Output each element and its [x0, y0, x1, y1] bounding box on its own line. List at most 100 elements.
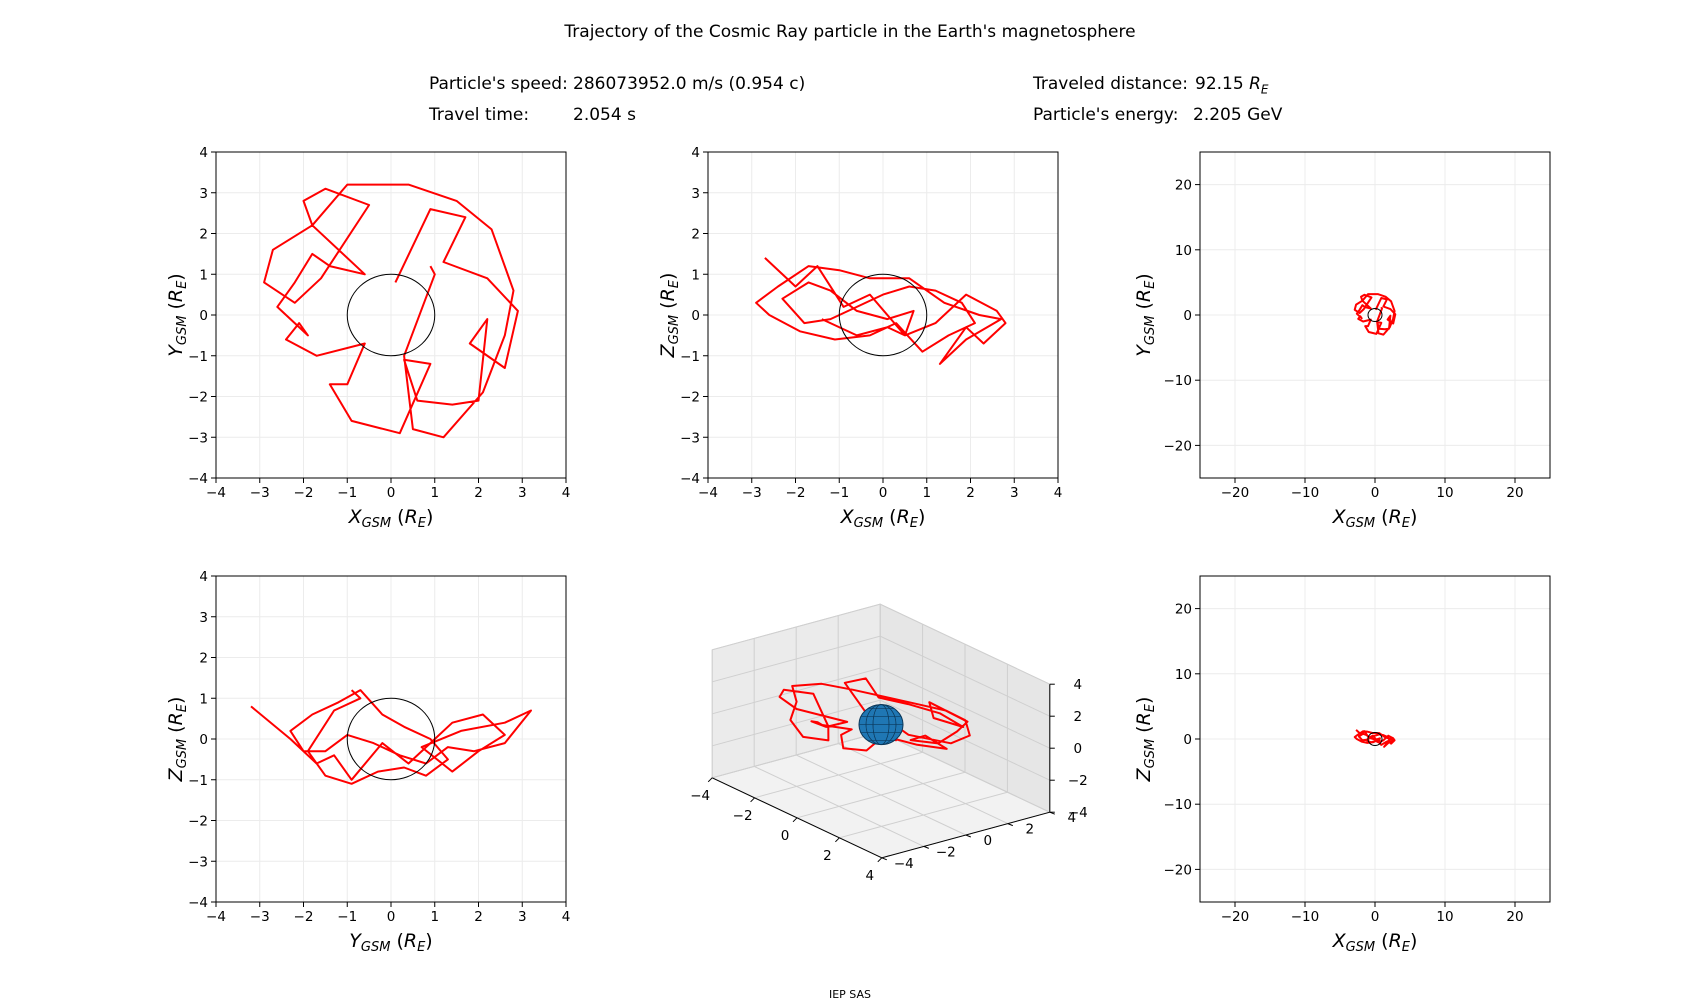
y-axis-label: YGSM (RE)	[165, 273, 190, 356]
distance-label: Traveled distance:	[1033, 74, 1188, 94]
x-tick-label: −10	[1291, 909, 1320, 925]
y-tick-label: 3	[199, 186, 208, 202]
x-axis-label-unit-sub: E	[1402, 516, 1411, 531]
y-tick-label: 4	[199, 145, 208, 161]
x-axis-label-var: X	[1332, 506, 1347, 528]
x3d-tick-label: 4	[866, 868, 875, 884]
trajectory-line	[755, 257, 1007, 365]
trajectory-line	[263, 183, 519, 439]
x-tick-label: 4	[562, 909, 571, 925]
x-tick-label: −10	[1291, 485, 1320, 501]
distance-value: 92.15	[1195, 74, 1244, 94]
x-axis-label-paren-close: )	[1410, 506, 1417, 528]
y-axis-label-unit: R	[657, 288, 679, 301]
y-tick-label: −3	[188, 430, 208, 446]
y3d-tick-mark	[881, 857, 887, 861]
z3d-tick-label: −4	[1068, 805, 1088, 821]
x-axis-label-var: X	[1332, 930, 1347, 952]
x3d-tick-mark	[792, 817, 798, 823]
y-tick-label: −4	[188, 895, 208, 911]
earth-circle	[1367, 307, 1383, 323]
y-axis-label-var: Z	[657, 343, 679, 358]
y3d-tick-mark	[965, 834, 971, 838]
x-tick-label: 3	[518, 909, 527, 925]
y-axis-label-var: Y	[165, 344, 187, 357]
y-axis-label: YGSM (RE)	[1133, 273, 1158, 356]
x-axis-label-unit: R	[1389, 506, 1402, 528]
x-axis-label-var-sub: GSM	[361, 940, 391, 955]
energy-value: 2.205 GeV	[1193, 105, 1283, 125]
x-tick-label: −3	[250, 909, 270, 925]
y-tick-label: −20	[1164, 438, 1193, 454]
speed-value: 286073952.0 m/s (0.954 c)	[573, 74, 806, 94]
x-tick-label: 20	[1506, 909, 1523, 925]
x-axis-label-unit: R	[404, 930, 417, 952]
x-axis-label-paren-open: (	[390, 930, 403, 952]
y3d-tick-label: −4	[894, 856, 914, 872]
y-axis-label-unit-sub: E	[667, 279, 682, 288]
y-axis-label-var: Z	[1133, 767, 1155, 782]
y3d-tick-mark	[923, 845, 929, 849]
y-tick-label: 1	[691, 267, 700, 283]
y-tick-label: −1	[680, 349, 700, 365]
x-tick-label: 2	[966, 485, 975, 501]
x-tick-label: −3	[250, 485, 270, 501]
y-tick-label: 10	[1175, 667, 1192, 683]
earth-circle	[346, 273, 436, 357]
x-axis-label-paren-close: )	[426, 506, 433, 528]
grid-line-z3d	[712, 699, 1051, 781]
grid-line-z3d	[712, 667, 1051, 749]
x-axis-label: XGSM (RE)	[1332, 930, 1418, 955]
x-tick-label: 1	[922, 485, 931, 501]
y-axis-label-paren-close: )	[1133, 273, 1155, 280]
x-axis-label-var-sub: GSM	[854, 516, 884, 531]
y-tick-label: −3	[188, 854, 208, 870]
y-axis-label-var: Y	[1133, 344, 1155, 357]
x-tick-label: −4	[698, 485, 718, 501]
y3d-tick-mark	[1007, 823, 1013, 827]
y3d-tick-label: 4	[1068, 810, 1077, 826]
y-tick-label: −1	[188, 349, 208, 365]
y-axis-label: ZGSM (RE)	[1133, 697, 1158, 783]
y-axis-label-paren-close: )	[165, 697, 187, 704]
x-axis-label-var-sub: GSM	[1346, 516, 1376, 531]
x-axis-label-unit-sub: E	[418, 516, 427, 531]
travel-time-value: 2.054 s	[573, 105, 636, 125]
y-tick-label: 2	[199, 227, 208, 243]
y-axis-label-paren-open: (	[1133, 725, 1155, 738]
y-axis-label-unit: R	[165, 712, 187, 725]
x-tick-label: 1	[430, 485, 439, 501]
y-tick-label: −20	[1164, 862, 1193, 878]
y-tick-label: 20	[1175, 602, 1192, 618]
y-axis-label-unit: R	[1133, 712, 1155, 725]
x-axis-label-paren-open: (	[1375, 930, 1388, 952]
y-tick-label: 4	[199, 569, 208, 585]
distance-unit-sub: E	[1260, 82, 1269, 97]
x-tick-label: 0	[387, 485, 396, 501]
y-tick-label: −10	[1164, 373, 1193, 389]
x-tick-label: 3	[1010, 485, 1019, 501]
x-axis-label: YGSM (RE)	[349, 930, 432, 955]
y-tick-label: 2	[199, 651, 208, 667]
x-tick-label: −20	[1221, 909, 1250, 925]
x-tick-label: 0	[879, 485, 888, 501]
x-axis-label-var: Y	[349, 930, 362, 952]
y3d-tick-label: 0	[984, 833, 993, 849]
x-axis-label-unit: R	[897, 506, 910, 528]
y-axis-label-paren-close: )	[165, 273, 187, 280]
y-tick-label: 3	[199, 610, 208, 626]
x3d-tick-mark	[750, 797, 755, 803]
y-axis-label-paren-close: )	[1133, 697, 1155, 704]
y-axis-label: ZGSM (RE)	[165, 697, 190, 783]
energy-label: Particle's energy:	[1033, 105, 1179, 125]
x-tick-label: −1	[337, 909, 357, 925]
x-tick-label: 4	[562, 485, 571, 501]
x-axis-label-var: X	[840, 506, 855, 528]
distance-readout: 92.15 RE	[1195, 74, 1268, 96]
footer-credit: IEP SAS	[828, 988, 872, 1001]
